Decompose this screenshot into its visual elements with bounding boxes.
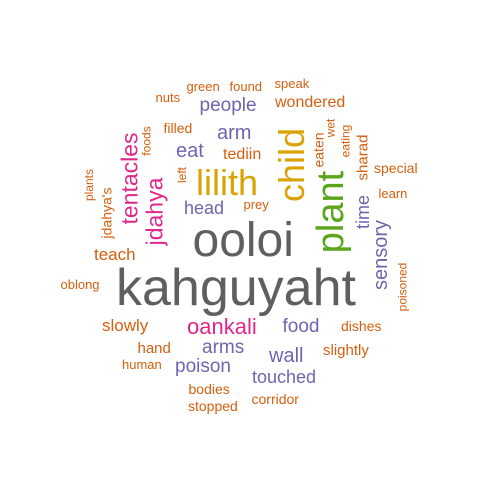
word-lilith: lilith [196,162,259,203]
word-ooloi: ooloi [192,214,294,267]
word-touched: touched [252,367,317,387]
word-slightly: slightly [323,341,369,359]
word-poison: poison [175,355,231,377]
word-jdahya: jdahya [141,177,168,245]
word-wondered: wondered [275,94,346,111]
word-plant: plant [310,170,353,254]
word-head: head [184,198,225,218]
word-stopped: stopped [188,398,238,414]
word-dishes: dishes [341,318,382,334]
word-found: found [229,78,263,94]
word-wall: wall [269,345,304,367]
word-arms: arms [202,336,245,358]
word-sharad: sharad [354,134,372,180]
word-oankali: oankali [187,314,257,339]
word-time: time [353,194,374,230]
word-eaten: eaten [310,132,327,168]
word-human: human [122,356,162,372]
word-jdahya-s: jdahya's [97,187,114,239]
word-poisoned: poisoned [394,262,409,312]
word-prey: prey [243,196,269,212]
word-nuts: nuts [155,89,181,105]
word-sensory: sensory [370,219,393,291]
word-people: people [199,94,257,116]
word-eating: eating [337,124,352,158]
word-special: special [374,160,418,176]
word-slowly: slowly [102,315,149,335]
word-corridor: corridor [251,391,299,407]
word-tediin: tediin [223,146,262,163]
word-green: green [186,78,220,94]
word-speak: speak [274,75,310,91]
word-bodies: bodies [188,381,230,397]
word-arm: arm [217,122,252,144]
word-teach: teach [94,244,136,264]
word-kahguyaht: kahguyaht [116,259,356,317]
word-plants: plants [82,168,97,202]
word-hand: hand [137,339,171,357]
word-oblong: oblong [60,276,100,292]
word-left: left [175,166,190,184]
word-filled: filled [163,120,193,136]
word-wet: wet [322,118,337,138]
word-tentacles: tentacles [116,131,143,225]
word-eat: eat [176,140,204,162]
word-foods: foods [139,126,154,156]
word-learn: learn [378,185,408,201]
word-child: child [271,127,313,203]
word-food: food [282,315,320,337]
